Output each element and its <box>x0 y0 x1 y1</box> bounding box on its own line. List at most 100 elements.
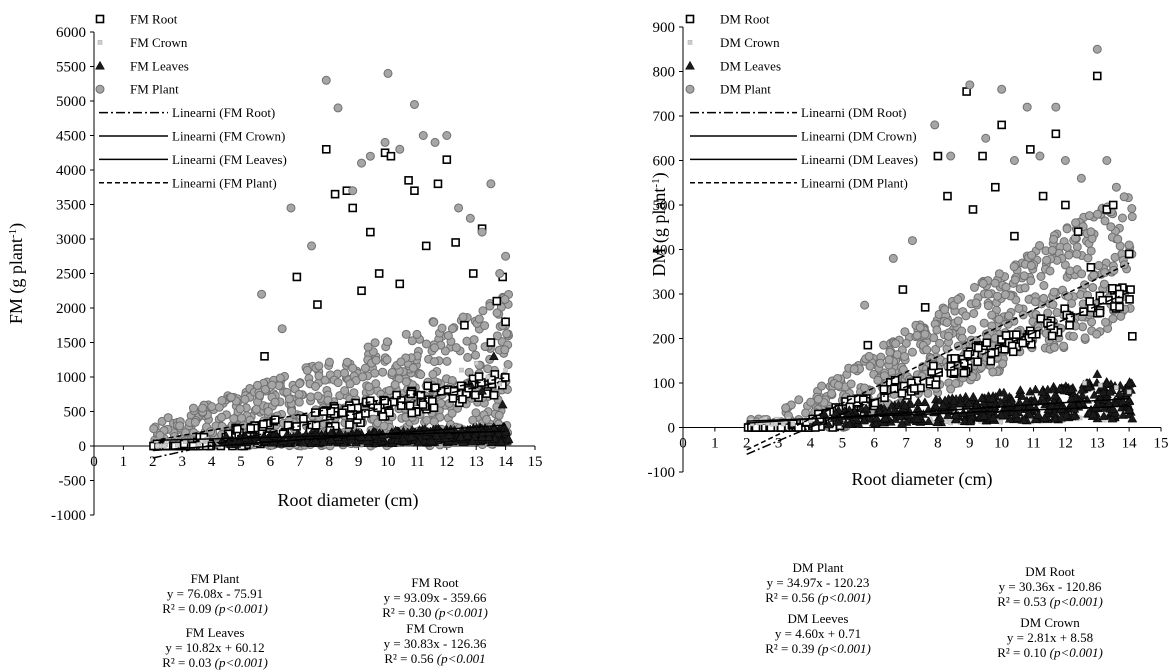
cloud-circle <box>175 421 185 431</box>
cloud-square <box>986 356 996 366</box>
point-fm-leaves <box>488 351 499 361</box>
cloud-circle <box>1106 222 1116 232</box>
cloud-circle <box>429 417 439 427</box>
cloud-circle <box>885 347 895 357</box>
point-dm-root <box>1010 231 1019 241</box>
cloud-square <box>931 380 941 389</box>
x-tick-label: 4 <box>208 454 216 470</box>
cloud-triangle <box>427 436 437 445</box>
point-fm-plant <box>442 131 452 140</box>
cloud-triangle <box>310 435 321 445</box>
eq-p: (p<0.001) <box>214 655 268 670</box>
point-fm-root <box>313 300 322 309</box>
cloud-circle <box>384 386 394 396</box>
cloud-circle <box>252 380 262 390</box>
cloud-circle <box>935 338 945 348</box>
cloud-square <box>380 396 390 406</box>
cloud-circle <box>468 415 478 425</box>
x-tick-label: 1 <box>120 454 128 470</box>
legend-label: DM Plant <box>720 82 771 97</box>
y-tick-label: 4000 <box>56 163 86 179</box>
point-dm-plant <box>1022 102 1032 112</box>
cloud-square <box>361 409 370 418</box>
cloud-circle <box>306 392 316 402</box>
point-dm-leaves <box>1092 369 1103 378</box>
cloud-circle <box>1001 282 1011 292</box>
x-tick-label: 6 <box>870 436 878 452</box>
trendline-linearni-fm-leaves <box>152 430 506 442</box>
point-fm-root <box>421 241 431 251</box>
cloud-circle <box>1062 242 1072 252</box>
cloud-circle <box>270 397 280 407</box>
y-axis-label: DM (g plant-1) <box>649 172 670 276</box>
y-tick-label: 200 <box>653 332 676 348</box>
series-fm-plant <box>257 68 511 334</box>
point-dm-plant <box>1102 156 1112 165</box>
cloud-triangle <box>431 430 442 440</box>
point-dm-plant <box>888 253 898 263</box>
cloud-circle <box>957 333 967 343</box>
fm-chart: -1000-5000500100015002000250030003500400… <box>6 12 543 525</box>
point-dm-root <box>1038 191 1048 201</box>
cloud-square <box>373 403 383 413</box>
cloud-square <box>1008 347 1018 357</box>
cloud-circle <box>1094 261 1104 271</box>
trendline-linearni-fm-plant <box>152 377 506 442</box>
cloud-circle <box>951 379 961 389</box>
cloud-square <box>458 394 467 404</box>
cloud-triangle <box>950 410 961 419</box>
point-fm-plant <box>383 68 393 78</box>
x-tick-label: 15 <box>1154 436 1169 452</box>
cloud-square <box>1036 314 1046 323</box>
cloud-circle <box>284 394 294 404</box>
legend: DM Root DM Crown DM Leaves DM Plant Linearni… <box>685 12 918 190</box>
eq-formula: y = 10.82x + 60.12 <box>165 640 265 655</box>
point-fm-crown <box>473 360 479 366</box>
eq-formula: y = 30.83x - 126.36 <box>383 636 487 651</box>
legend-label: FM Plant <box>130 82 179 97</box>
point-fm-plant <box>277 324 287 334</box>
point-dm-root <box>1092 71 1102 81</box>
trendline-linearni-dm-root <box>746 291 1130 455</box>
x-tick-label: 7 <box>902 436 910 452</box>
y-tick-label: -500 <box>59 474 87 490</box>
cloud-circle <box>1047 245 1057 255</box>
cloud-small-square <box>943 419 949 425</box>
legend-marker-dm-root <box>685 14 695 24</box>
cloud-triangle <box>987 393 998 403</box>
x-tick-label: 14 <box>1122 436 1138 452</box>
point-fm-plant <box>430 137 440 147</box>
series-dm-root <box>863 71 1137 350</box>
cloud-circle <box>1092 329 1102 339</box>
point-dm-plant <box>997 84 1007 94</box>
cloud-circle <box>833 380 843 390</box>
cloud-circle <box>1110 252 1120 262</box>
y-tick-label: 1000 <box>56 370 86 386</box>
legend-marker-fm-crown <box>97 40 103 45</box>
cloud-circle <box>408 363 418 373</box>
point-dm-root <box>933 151 943 161</box>
cloud-triangle <box>356 431 367 441</box>
cloud-circle <box>1100 268 1110 278</box>
cloud-triangle <box>1101 377 1112 387</box>
cloud-triangle <box>221 430 232 440</box>
point-dm-root <box>1073 227 1083 236</box>
x-tick-label: 11 <box>410 454 424 470</box>
point-fm-plant <box>465 213 475 223</box>
cloud-circle <box>1036 272 1046 282</box>
cloud-circle <box>1071 218 1081 228</box>
cloud-triangle <box>1076 384 1087 394</box>
cloud-triangle <box>1107 404 1118 413</box>
point-dm-plant <box>1124 240 1134 250</box>
cloud-circle <box>1039 293 1049 303</box>
x-tick-label: 7 <box>296 454 304 470</box>
eq-name: FM Plant <box>190 571 240 586</box>
y-axis-label-close: ) <box>649 172 670 178</box>
cloud-circle <box>1059 341 1069 351</box>
legend: FM Root FM Crown FM Leaves FM Plant Linearni… <box>95 12 287 190</box>
cloud-circle <box>294 389 304 399</box>
cloud-circle <box>387 367 397 377</box>
cloud-circle <box>287 406 297 416</box>
cloud-triangle <box>1088 409 1099 419</box>
cloud-circle <box>864 351 874 361</box>
